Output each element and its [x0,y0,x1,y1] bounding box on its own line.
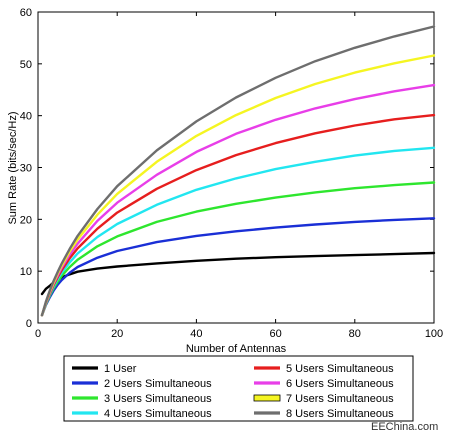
x-axis-label: Number of Antennas [186,343,287,355]
legend-box [63,355,414,422]
axis-labels: Number of Antennas Sum Rate (bits/sec/Hz… [7,111,287,355]
y-tick-label: 20 [20,214,32,226]
y-tick-label: 0 [26,318,32,330]
legend-label: 5 Users Simultaneous [286,363,394,375]
y-tick-label: 30 [20,163,32,175]
y-tick-label: 40 [20,111,32,123]
legend-label: 6 Users Simultaneous [286,378,394,390]
x-tick-label: 100 [425,328,443,340]
x-tick-label: 0 [35,328,41,340]
x-tick-label: 60 [269,328,281,340]
y-tick-label: 60 [20,7,32,19]
y-axis-label: Sum Rate (bits/sec/Hz) [7,111,19,224]
watermark-text: EEChina.com [371,421,438,433]
x-tick-label: 40 [190,328,202,340]
legend: 1 User 2 Users Simultaneous 3 Users Simult… [63,355,414,422]
plot-area: 0 20 40 60 80 100 0 10 20 30 40 50 60 [20,7,443,340]
legend-label: 3 Users Simultaneous [104,393,212,405]
legend-label: 4 Users Simultaneous [104,408,212,420]
legend-label: 8 Users Simultaneous [286,408,394,420]
legend-label: 2 Users Simultaneous [104,378,212,390]
legend-label: 7 Users Simultaneous [286,393,394,405]
plot-frame [37,11,435,324]
x-tick-label: 80 [349,328,361,340]
y-tick-label: 50 [20,59,32,71]
series-line-8 [40,25,436,317]
legend-label: 1 User [104,363,137,375]
legend-swatch [253,394,281,402]
y-tick-label: 10 [20,266,32,278]
x-tick-label: 20 [111,328,123,340]
